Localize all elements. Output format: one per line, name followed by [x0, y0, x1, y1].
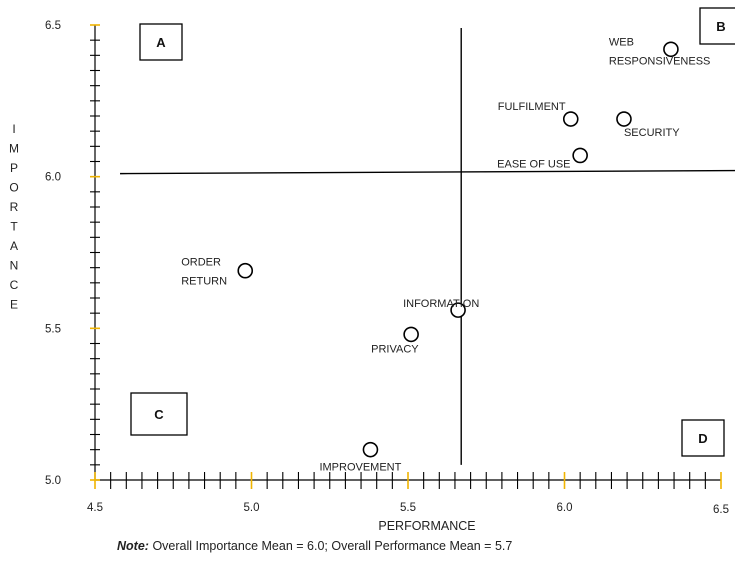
quadrant-label: B: [716, 19, 725, 34]
y-tick-label: 5.0: [45, 475, 61, 487]
point-label-line: WEB: [609, 36, 634, 48]
y-axis-label-letter: I: [12, 122, 15, 136]
data-point: [572, 147, 588, 164]
data-point: [663, 41, 679, 58]
y-axis-tick-labels: 6.5 6.0 5.5 5.0: [45, 20, 61, 487]
point-label: INFORMATION: [403, 298, 479, 310]
quadrant-labels: A B C D: [130, 7, 735, 457]
point-label: WEB RESPONSIVENESS: [609, 36, 710, 67]
data-point: [450, 302, 466, 318]
y-tick-label: 6.0: [45, 172, 61, 184]
x-tick-label: 4.5: [87, 502, 103, 514]
data-point: [562, 111, 579, 127]
y-axis-ticks: [90, 24, 100, 481]
quadrant-label: D: [698, 431, 707, 446]
point-label-line: RETURN: [181, 276, 227, 288]
mean-lines: [120, 28, 735, 465]
point-label-line: RESPONSIVENESS: [609, 55, 710, 67]
data-point: [403, 326, 419, 343]
quadrant-box: [681, 419, 725, 457]
point-label: PRIVACY: [371, 343, 419, 355]
y-axis-label-letter: O: [9, 181, 18, 195]
point-label: FULFILMENT: [498, 101, 566, 113]
x-tick-label: 6.5: [713, 504, 729, 516]
data-point: [362, 441, 379, 458]
axes: 6.5 6.0 5.5 5.0 4.5 5.0 5.5 6.0 6.5: [45, 20, 729, 516]
importance-mean-line: [120, 169, 735, 175]
quadrant-box: [139, 23, 183, 61]
point-label-line: ORDER: [181, 257, 221, 269]
point-label: EASE OF USE: [497, 158, 570, 170]
quadrant-box: [699, 7, 735, 45]
data-point: [616, 111, 632, 127]
chart-note: Note: Overall Importance Mean = 6.0; Ove…: [117, 539, 512, 553]
x-tick-label: 6.0: [557, 502, 573, 514]
x-tick-label: 5.5: [400, 502, 416, 514]
point-label: ORDER RETURN: [181, 257, 227, 288]
quadrant-label: A: [156, 35, 166, 50]
quadrant-label: C: [154, 407, 164, 422]
x-axis-ticks: [94, 472, 722, 489]
y-tick-label: 6.5: [45, 20, 61, 32]
note-label: Note:: [117, 539, 149, 553]
y-axis-label-letter: P: [10, 161, 18, 175]
note-text: Overall Importance Mean = 6.0; Overall P…: [152, 539, 513, 553]
point-label: IMPROVEMENT: [319, 462, 401, 474]
y-axis-label-letter: M: [9, 142, 19, 156]
data-point: [237, 262, 254, 279]
x-axis-label: PERFORMANCE: [378, 519, 475, 533]
data-points: [237, 41, 679, 458]
y-axis-label-letter: N: [10, 259, 19, 273]
y-tick-label: 5.5: [45, 323, 61, 335]
y-axis-label-letter: A: [10, 239, 18, 253]
x-axis-tick-labels: 4.5 5.0 5.5 6.0 6.5: [87, 502, 729, 516]
y-axis-label-letter: E: [10, 298, 18, 312]
quadrant-box: [130, 392, 188, 436]
point-label: SECURITY: [624, 127, 680, 139]
x-tick-label: 5.0: [244, 502, 260, 514]
y-axis-label-letter: T: [10, 220, 18, 234]
point-labels: WEB RESPONSIVENESS FULFILMENT SECURITY EASE …: [181, 36, 710, 473]
y-axis-label-letter: R: [10, 200, 19, 214]
y-axis-label-letter: C: [10, 278, 19, 292]
